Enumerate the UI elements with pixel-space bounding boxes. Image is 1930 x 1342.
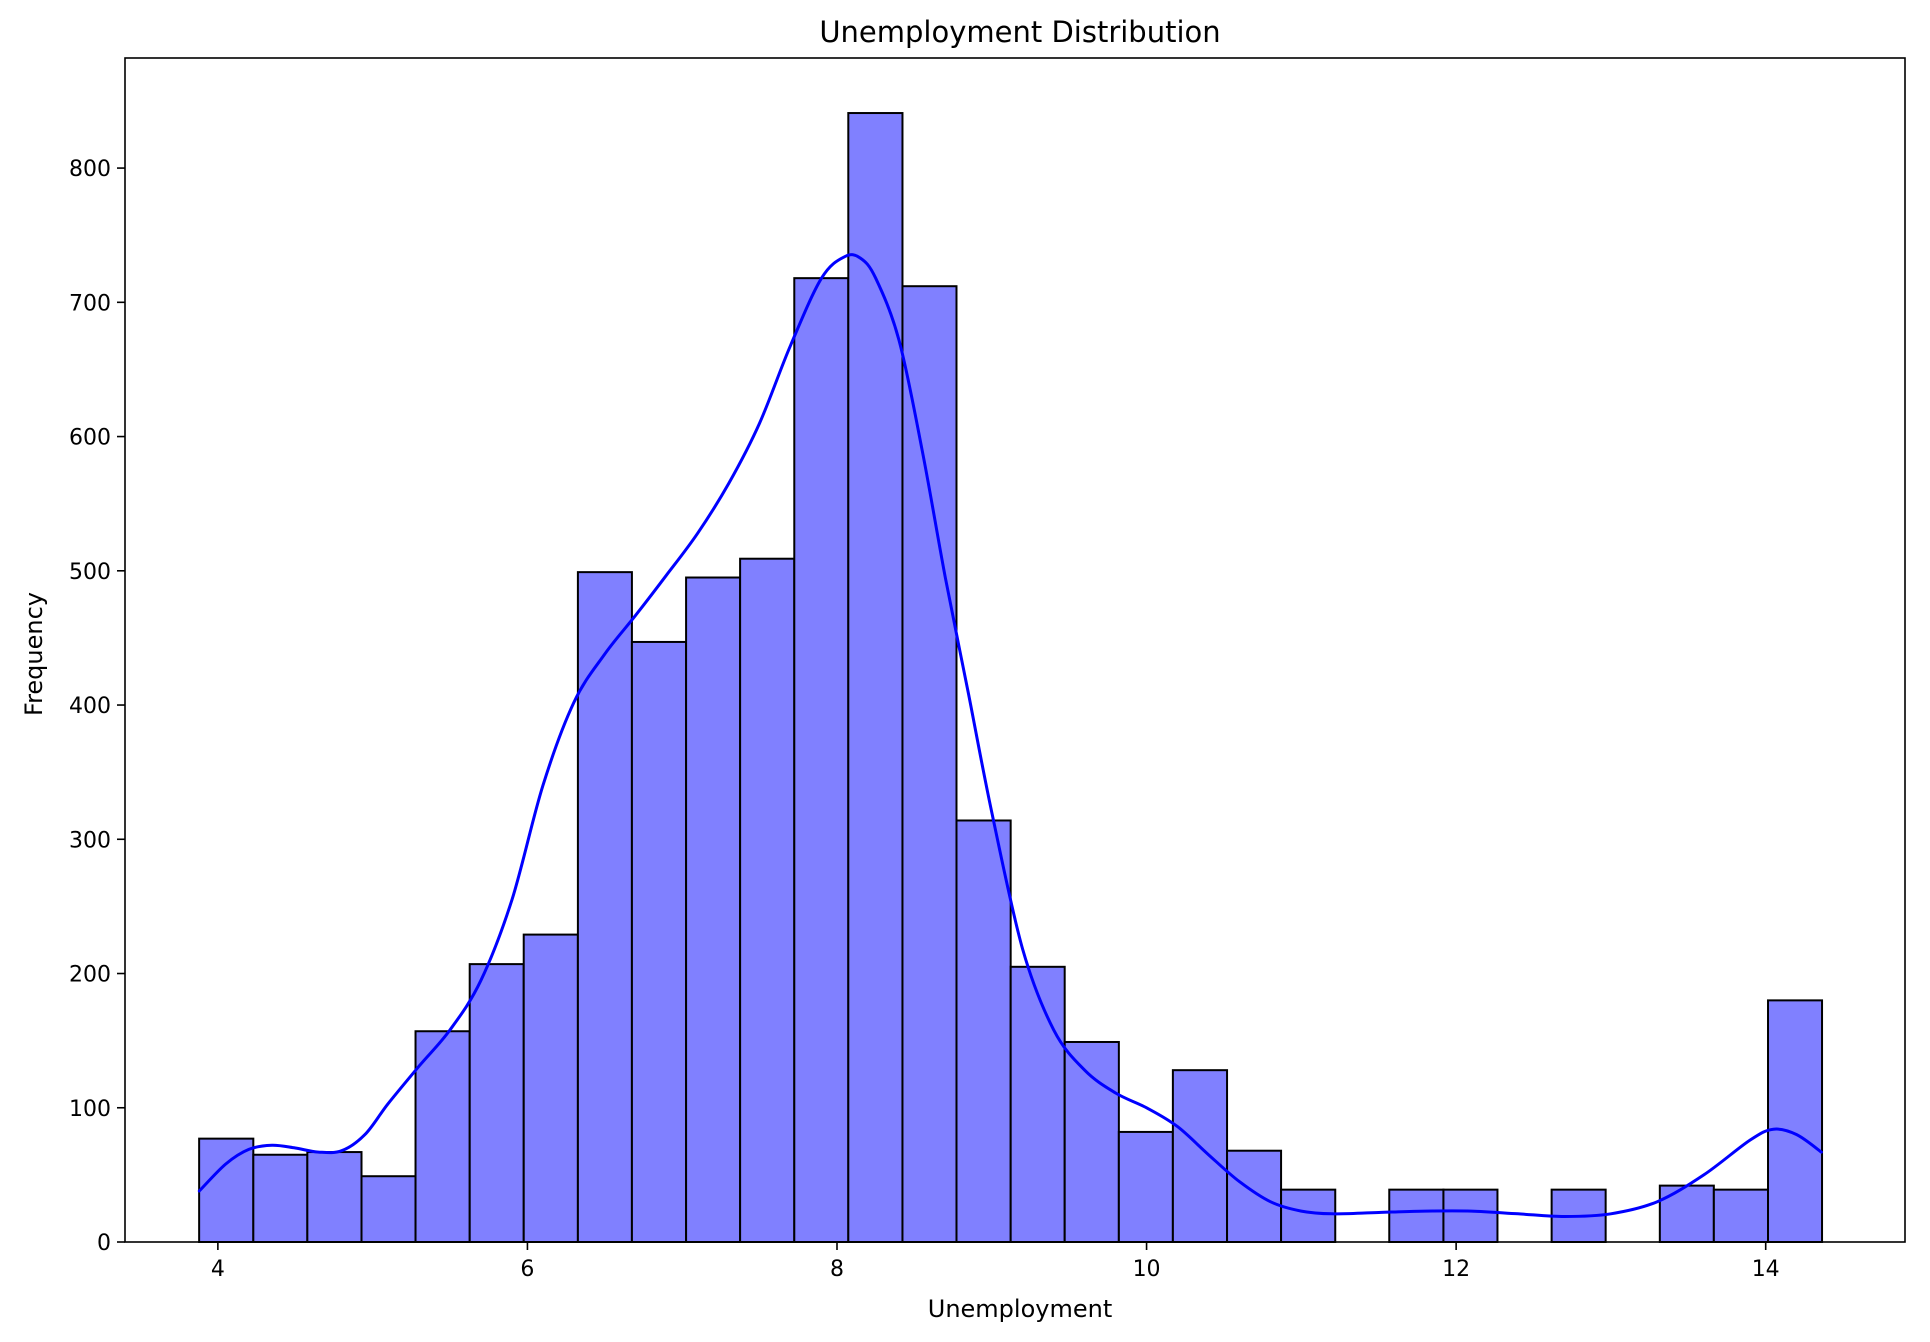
y-tick-label: 600 bbox=[69, 426, 111, 451]
plot-frame bbox=[124, 57, 1906, 1243]
histogram-bar-20 bbox=[1280, 1188, 1337, 1243]
x-tick-label: 6 bbox=[520, 1257, 534, 1282]
x-tick-label: 4 bbox=[211, 1257, 225, 1282]
y-tick-label: 800 bbox=[69, 157, 111, 182]
histogram-bar-9 bbox=[685, 576, 742, 1243]
histogram-bar-17 bbox=[1117, 1130, 1174, 1243]
histogram-bar-13 bbox=[901, 285, 958, 1243]
x-axis-label: Unemployment bbox=[928, 1295, 1112, 1323]
bars-group bbox=[198, 112, 1824, 1244]
y-axis-ticks: 0 100 200 300 400 500 600 700 800 bbox=[69, 157, 125, 1256]
histogram-bar-0 bbox=[198, 1137, 255, 1243]
histogram-bar-16 bbox=[1063, 1040, 1120, 1243]
y-tick-label: 500 bbox=[69, 560, 111, 585]
histogram-bar-14 bbox=[955, 819, 1012, 1244]
histogram-bar-2 bbox=[306, 1151, 363, 1243]
x-tick-label: 12 bbox=[1442, 1257, 1470, 1282]
histogram-bar-1 bbox=[252, 1153, 309, 1244]
x-tick-label: 14 bbox=[1752, 1257, 1780, 1282]
histogram-bar-28 bbox=[1712, 1188, 1770, 1243]
histogram-bar-22 bbox=[1388, 1188, 1445, 1243]
x-tick-label: 8 bbox=[830, 1257, 844, 1282]
y-axis-label: Frequency bbox=[20, 592, 48, 716]
histogram-bar-10 bbox=[739, 557, 796, 1243]
x-axis-ticks: 4 6 8 10 12 14 bbox=[211, 1242, 1780, 1282]
histogram-bar-19 bbox=[1226, 1149, 1283, 1243]
y-tick-label: 400 bbox=[69, 694, 111, 719]
histogram-bar-11 bbox=[793, 277, 850, 1244]
kde-curve bbox=[197, 253, 1823, 1218]
y-tick-label: 200 bbox=[69, 963, 111, 988]
y-tick-label: 100 bbox=[69, 1097, 111, 1122]
x-tick-label: 10 bbox=[1133, 1257, 1161, 1282]
histogram-bar-23 bbox=[1442, 1188, 1499, 1243]
histogram-bar-29 bbox=[1767, 999, 1824, 1244]
y-tick-label: 700 bbox=[69, 291, 111, 316]
histogram-bar-8 bbox=[630, 640, 688, 1243]
histogram-bar-12 bbox=[847, 112, 904, 1243]
histogram-bar-7 bbox=[576, 571, 633, 1243]
histogram-bar-6 bbox=[522, 933, 579, 1244]
histogram-bar-18 bbox=[1171, 1069, 1229, 1244]
histogram-bar-5 bbox=[468, 963, 525, 1243]
histogram-bar-3 bbox=[360, 1175, 417, 1243]
y-tick-label: 300 bbox=[69, 828, 111, 853]
histogram-bar-15 bbox=[1009, 965, 1066, 1243]
histogram-bar-27 bbox=[1658, 1184, 1715, 1243]
y-tick-label: 0 bbox=[97, 1231, 111, 1256]
chart-title: Unemployment Distribution bbox=[819, 15, 1220, 49]
